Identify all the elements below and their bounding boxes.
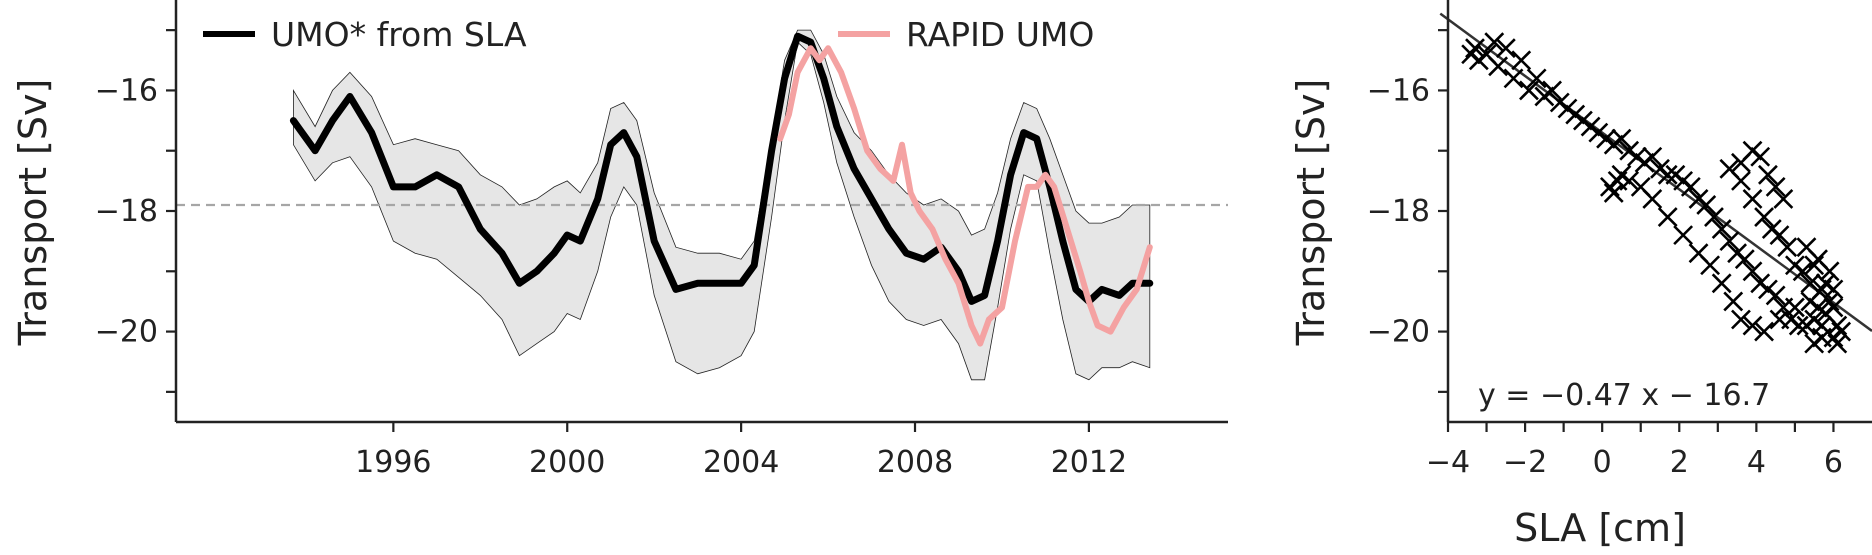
scatter-point: [1503, 68, 1524, 89]
scatter-point: [1784, 297, 1805, 318]
scatter-point: [1611, 128, 1632, 149]
scatter-point: [1711, 219, 1732, 240]
time-series-plot-area: [176, 29, 1228, 381]
scatter-point: [1761, 219, 1782, 240]
y-tick-label: −18: [1367, 194, 1430, 229]
scatter-point: [1804, 255, 1825, 276]
scatter-point: [1758, 164, 1778, 185]
right-y-ticks: −20 −18 −16: [1367, 29, 1448, 393]
scatter-point: [1700, 255, 1721, 276]
y-tick-label: −16: [1367, 73, 1430, 108]
x-tick-label: 2012: [1051, 445, 1127, 480]
scatter-point: [1495, 38, 1516, 59]
scatter-point: [1642, 146, 1663, 167]
scatter-point: [1754, 321, 1774, 342]
scatter-point: [1742, 189, 1763, 209]
scatter-point: [1542, 80, 1562, 101]
scatter-point: [1731, 309, 1751, 330]
scatter-point: [1765, 285, 1786, 306]
legend-label-rapid-umo: RAPID UMO: [906, 15, 1094, 54]
scatter-point: [1680, 176, 1701, 197]
scatter-point: [1488, 56, 1509, 77]
scatter-point: [1719, 158, 1740, 179]
left-y-axis-title: Transport [Sv]: [11, 79, 55, 347]
uncertainty-band: [293, 29, 1151, 381]
scatter-point: [1642, 189, 1663, 209]
series-line-umo-sla: [289, 32, 1154, 305]
x-tick-label: 2008: [877, 445, 953, 480]
y-tick-label: −18: [95, 194, 158, 229]
scatter-point: [1823, 297, 1844, 318]
scatter-point: [1526, 68, 1547, 89]
regression-equation: y = −0.47 x − 16.7: [1478, 378, 1770, 413]
scatter-point: [1465, 38, 1485, 59]
scatter-point: [1765, 176, 1786, 197]
scatter-panel: −20−18−16 −4 −2 0 2 4 6 Transport [Sv] SLA [c…: [1289, 0, 1872, 550]
x-tick-label: −4: [1426, 445, 1470, 480]
scatter-point: [1788, 315, 1809, 336]
scatter-point: [1704, 207, 1724, 227]
scatter-point: [1819, 291, 1840, 312]
scatter-point: [1657, 164, 1678, 185]
series-line-rapid-umo: [777, 45, 1153, 347]
scatter-point: [1754, 207, 1774, 227]
scatter-point: [1773, 189, 1794, 209]
y-tick-label: −20: [95, 315, 158, 350]
left-x-ticks: 1996 2000 2004 2008 2012: [355, 422, 1127, 480]
y-tick-label: −20: [1367, 315, 1430, 350]
x-tick-label: 2: [1670, 445, 1689, 480]
scatter-point: [1696, 195, 1717, 215]
x-tick-label: 2000: [529, 445, 605, 480]
scatter-point: [1800, 273, 1821, 294]
scatter-point: [1831, 321, 1852, 342]
scatter-point: [1769, 309, 1790, 330]
scatter-point: [1723, 291, 1744, 312]
legend: UMO* from SLA RAPID UMO: [203, 15, 1094, 54]
scatter-point: [1742, 261, 1763, 282]
scatter-point: [1511, 50, 1532, 71]
scatter-point: [1742, 315, 1763, 336]
x-tick-label: 1996: [355, 445, 431, 480]
scatter-point: [1823, 279, 1844, 300]
right-x-axis-title: SLA [cm]: [1514, 506, 1686, 550]
scatter-point: [1673, 225, 1694, 246]
scatter-point: [1734, 249, 1755, 270]
scatter-point: [1711, 273, 1732, 294]
x-tick-label: 0: [1593, 445, 1612, 480]
legend-label-umo-sla: UMO* from SLA: [271, 15, 527, 54]
scatter-point: [1603, 182, 1624, 203]
time-series-panel: −20 −18 −16 1996 2000 2004 2008 2012 Transport…: [11, 0, 1228, 480]
scatter-point: [1819, 261, 1840, 282]
scatter-point: [1750, 146, 1771, 167]
scatter-point: [1657, 207, 1678, 227]
scatter-point: [1777, 237, 1798, 258]
right-y-axis-title: Transport [Sv]: [1289, 79, 1333, 347]
scatter-plot-area: [1439, 12, 1872, 354]
x-tick-label: 6: [1824, 445, 1843, 480]
scatter-point: [1827, 315, 1848, 336]
left-y-ticks: −20 −18 −16: [95, 29, 176, 393]
scatter-point: [1827, 333, 1848, 354]
y-tick-label: −16: [95, 73, 158, 108]
scatter-point: [1519, 80, 1539, 101]
scatter-point: [1800, 291, 1821, 312]
scatter-point: [1784, 255, 1805, 276]
x-tick-label: 2004: [703, 445, 779, 480]
right-x-ticks: −4 −2 0 2 4 6: [1426, 422, 1843, 480]
scatter-point: [1719, 231, 1740, 252]
x-tick-label: −2: [1503, 445, 1547, 480]
x-tick-label: 4: [1747, 445, 1766, 480]
scatter-point: [1619, 170, 1640, 191]
scatter-point: [1804, 333, 1825, 354]
scatter-point: [1484, 32, 1505, 53]
